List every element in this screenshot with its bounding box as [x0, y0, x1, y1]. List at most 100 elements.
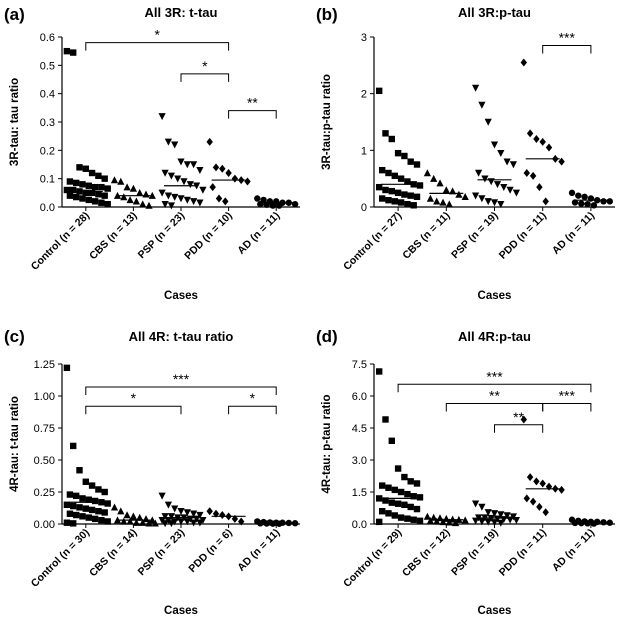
- x-tick-label: PDD (n = 10): [182, 210, 234, 262]
- data-point: [379, 482, 386, 489]
- data-point: [439, 198, 447, 206]
- data-point: [85, 196, 92, 204]
- data-point: [190, 519, 198, 527]
- data-point: [104, 500, 111, 507]
- data-point: [110, 503, 119, 511]
- data-point: [376, 495, 383, 502]
- data-point: [63, 501, 71, 508]
- data-point: [391, 198, 398, 205]
- data-point: [276, 202, 283, 209]
- x-tick-label: AD (n = 11): [235, 210, 282, 257]
- x-tick-label: PDD (n = 11): [497, 527, 549, 579]
- data-point: [85, 496, 92, 503]
- data-point: [82, 165, 89, 172]
- x-tick-label: CBS (n = 13): [87, 210, 139, 262]
- data-point: [376, 368, 383, 375]
- significance-bracket: [85, 42, 230, 51]
- data-point: [132, 518, 140, 526]
- data-point: [536, 183, 543, 192]
- data-point: [63, 364, 71, 372]
- data-point: [433, 517, 441, 525]
- data-point: [410, 202, 417, 209]
- data-point: [177, 518, 185, 526]
- data-point: [190, 510, 198, 518]
- data-point: [430, 513, 438, 521]
- data-point: [76, 504, 83, 511]
- data-point: [394, 500, 402, 507]
- data-point: [385, 510, 392, 517]
- significance-label: *: [202, 58, 208, 74]
- y-tick-label: 0.0: [352, 519, 367, 531]
- data-point: [430, 174, 438, 182]
- y-tick-label: 0.0: [40, 202, 55, 214]
- data-point: [212, 163, 220, 172]
- data-point: [497, 519, 505, 527]
- data-point: [571, 199, 579, 206]
- y-tick-label: 1: [361, 145, 367, 157]
- data-point: [164, 501, 172, 509]
- x-axis-label: Cases: [164, 605, 198, 617]
- data-point: [558, 485, 565, 494]
- data-point: [117, 507, 125, 515]
- data-point: [136, 189, 144, 197]
- data-point: [126, 517, 134, 525]
- data-point: [497, 149, 505, 157]
- data-point: [257, 520, 264, 527]
- data-point: [104, 185, 111, 192]
- chart-panel-2: (b) All 3R:p-tau 0 1 2 3 3R-tau:p-tau ratio Con…: [316, 5, 615, 302]
- data-point: [238, 517, 245, 526]
- data-point: [426, 517, 434, 524]
- data-point: [376, 518, 383, 526]
- significance-label: **: [247, 95, 258, 111]
- data-point: [101, 192, 108, 199]
- x-tick-label: PSP (n = 23): [136, 527, 187, 578]
- data-point: [452, 519, 460, 527]
- x-tick-label: Control (n = 27): [341, 210, 404, 273]
- y-tick-label: 1.25: [34, 359, 55, 371]
- data-point: [413, 505, 421, 513]
- chart-title: All 3R:p-tau: [458, 5, 531, 20]
- data-point: [478, 195, 486, 203]
- x-tick-label: PSP (n = 23): [136, 210, 187, 261]
- data-point: [397, 199, 405, 206]
- data-point: [385, 169, 392, 177]
- data-point: [401, 191, 408, 198]
- data-point: [413, 161, 421, 168]
- y-tick-label: 1.00: [34, 391, 55, 403]
- data-point: [70, 186, 77, 194]
- data-point: [391, 512, 398, 519]
- data-point: [148, 516, 156, 524]
- data-point: [117, 177, 125, 185]
- data-point: [523, 169, 530, 177]
- data-point: [404, 200, 411, 208]
- data-point: [186, 181, 194, 189]
- data-point: [183, 196, 191, 204]
- data-point: [126, 196, 134, 204]
- data-point: [196, 199, 204, 207]
- data-point: [171, 518, 179, 526]
- data-point: [196, 511, 204, 519]
- data-point: [76, 164, 83, 171]
- data-point: [158, 113, 166, 121]
- data-point: [269, 520, 277, 527]
- data-point: [584, 200, 591, 208]
- data-point: [391, 172, 398, 180]
- x-axis-label: Cases: [164, 290, 198, 302]
- data-point: [472, 192, 480, 200]
- data-point: [177, 195, 185, 203]
- significance-bracket: [445, 402, 544, 412]
- data-point: [388, 437, 395, 444]
- data-point: [388, 499, 395, 506]
- data-point: [526, 129, 534, 138]
- data-point: [206, 137, 213, 146]
- y-tick-label: 4.5: [352, 423, 367, 435]
- data-point: [171, 141, 179, 149]
- data-point: [85, 514, 92, 521]
- data-point: [95, 172, 102, 180]
- panel-label: (a): [4, 5, 25, 24]
- data-point: [104, 518, 111, 525]
- significance-label: ***: [559, 387, 576, 403]
- data-point: [379, 195, 386, 202]
- y-tick-label: 0.50: [34, 455, 55, 467]
- data-point: [497, 511, 505, 519]
